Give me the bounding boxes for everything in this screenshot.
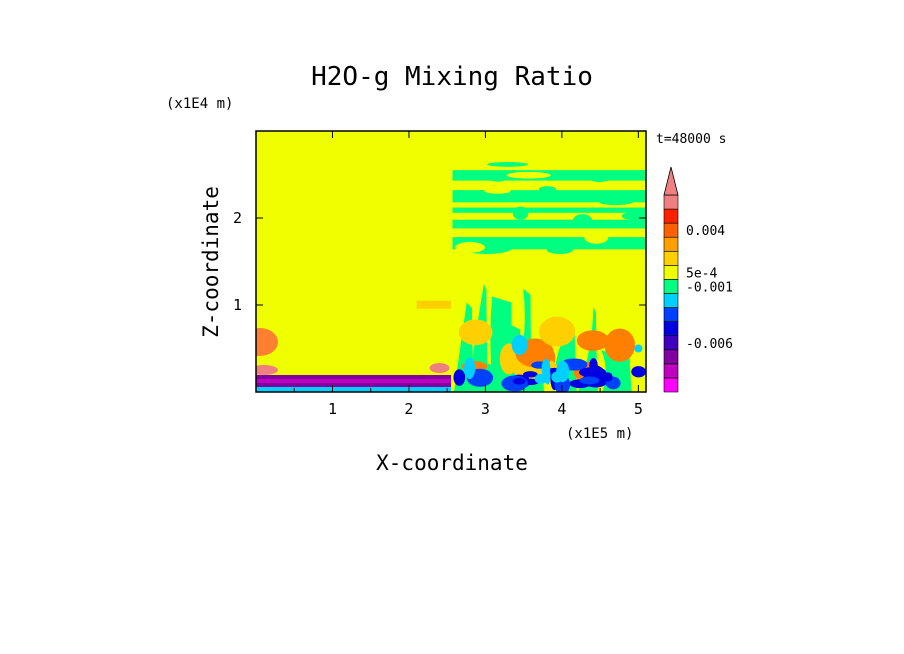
colorbar-cell	[663, 236, 679, 252]
moist-streak	[512, 206, 529, 220]
colorbar-cell	[663, 194, 679, 210]
moist-streak	[484, 188, 511, 194]
moist-streak	[546, 246, 573, 254]
chart-title: H2O-g Mixing Ratio	[311, 62, 593, 92]
colorbar-cell	[663, 293, 679, 308]
colorbar-cell	[663, 363, 679, 379]
moist-streak	[590, 175, 609, 183]
x-axis-label: X-coordinate	[376, 451, 528, 475]
surface-moist-strip	[256, 387, 451, 392]
heatmap-plot	[256, 131, 646, 392]
moist-streak	[621, 211, 646, 221]
x-tick-label: 3	[481, 400, 490, 418]
wet-cell	[458, 319, 493, 346]
colorbar-cell	[663, 250, 679, 266]
moist-streak	[506, 171, 551, 179]
moist-streak	[528, 140, 549, 149]
heatmap-field	[256, 131, 646, 392]
wet-cell	[538, 316, 576, 347]
cyan-cell	[534, 373, 548, 384]
colorbar-cell	[663, 208, 679, 224]
axes: 1 2 3 4 5 1 2	[233, 130, 647, 418]
colorbar-cell	[663, 349, 679, 365]
time-label: t=48000 s	[656, 132, 726, 147]
x-tick-label: 5	[634, 400, 643, 418]
colorbar-label: -0.006	[686, 337, 733, 352]
cyan-cell	[464, 357, 476, 380]
dry-cell	[602, 372, 613, 382]
colorbar-cell	[663, 321, 679, 337]
wet-cell	[576, 330, 609, 351]
moist-streak	[614, 142, 646, 154]
colorbar-cell	[663, 279, 679, 294]
dry-cell	[579, 376, 600, 385]
colorbar-cell	[663, 335, 679, 351]
x-unit-label: (x1E5 m)	[566, 426, 633, 442]
cyan-cell	[634, 344, 643, 353]
y-tick-label: 2	[233, 209, 242, 227]
colorbar-extend-arrow	[663, 166, 679, 196]
moist-streak	[454, 242, 486, 253]
surface-dry-core	[256, 379, 451, 383]
edge-pink-patch	[429, 363, 450, 373]
moist-streak	[572, 214, 593, 228]
upper-orange-strip	[416, 300, 451, 309]
moist-streak	[487, 162, 529, 167]
dry-cell	[453, 369, 466, 386]
colorbar-label: 5e-4	[686, 266, 717, 281]
y-axis-label: Z-coordinate	[199, 186, 223, 338]
y-tick-label: 1	[233, 296, 242, 314]
moist-streak	[584, 232, 609, 244]
moist-streak	[488, 171, 508, 182]
colorbar: 0.004 5e-4-0.001 -0.006	[663, 166, 733, 393]
x-tick-label: 2	[404, 400, 413, 418]
colorbar-cell	[663, 307, 679, 322]
x-tick-label: 4	[557, 400, 566, 418]
colorbar-cell	[663, 265, 679, 280]
cyan-cell	[511, 334, 528, 356]
dry-cell	[578, 367, 607, 378]
colorbar-label: 0.004	[686, 224, 725, 239]
moist-streak	[525, 238, 576, 249]
colorbar-cell	[663, 222, 679, 238]
colorbar-label: -0.001	[686, 280, 733, 295]
moist-band	[452, 219, 646, 229]
cyan-cell	[556, 360, 570, 383]
dry-cell	[631, 366, 646, 378]
moist-band	[452, 207, 646, 213]
wet-cell	[604, 328, 636, 362]
x-tick-label: 1	[328, 400, 337, 418]
dry-cell	[523, 371, 538, 378]
left-edge-wet-patch	[256, 328, 278, 356]
moist-streak	[538, 186, 556, 193]
left-edge-pink-patch	[256, 365, 278, 375]
dry-cell	[512, 377, 526, 385]
y-unit-label: (x1E4 m)	[166, 96, 233, 112]
moist-streak	[599, 198, 631, 206]
colorbar-cell	[663, 377, 679, 393]
plot-frame	[255, 130, 647, 393]
